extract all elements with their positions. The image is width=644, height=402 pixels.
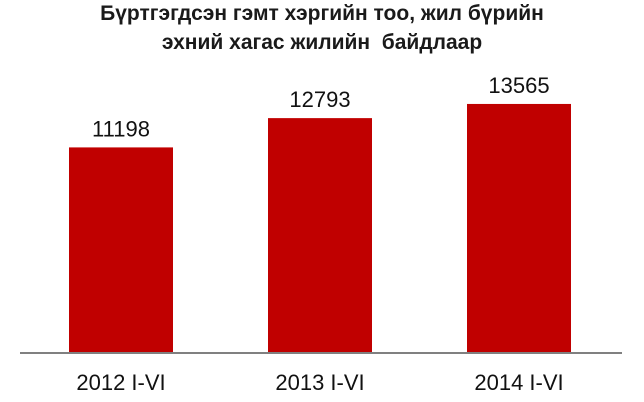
data-label-2014: 13565 bbox=[488, 73, 549, 98]
x-tick-label-2013: 2013 I-VI bbox=[275, 370, 364, 395]
data-label-2013: 12793 bbox=[289, 87, 350, 112]
bar-2013 bbox=[268, 118, 372, 354]
x-tick-label-2012: 2012 I-VI bbox=[76, 370, 165, 395]
data-label-2012: 11198 bbox=[92, 116, 150, 141]
x-tick-label-2014: 2014 I-VI bbox=[474, 370, 563, 395]
chart-title-line-2: эхний хагас жилийн байдлаар bbox=[161, 31, 483, 54]
bar-2012 bbox=[69, 147, 173, 353]
bar-2014 bbox=[467, 103, 571, 354]
chart-title-line-1: Бүртгэгдсэн гэмт хэргийн тоо, жил бүрийн bbox=[100, 2, 544, 25]
